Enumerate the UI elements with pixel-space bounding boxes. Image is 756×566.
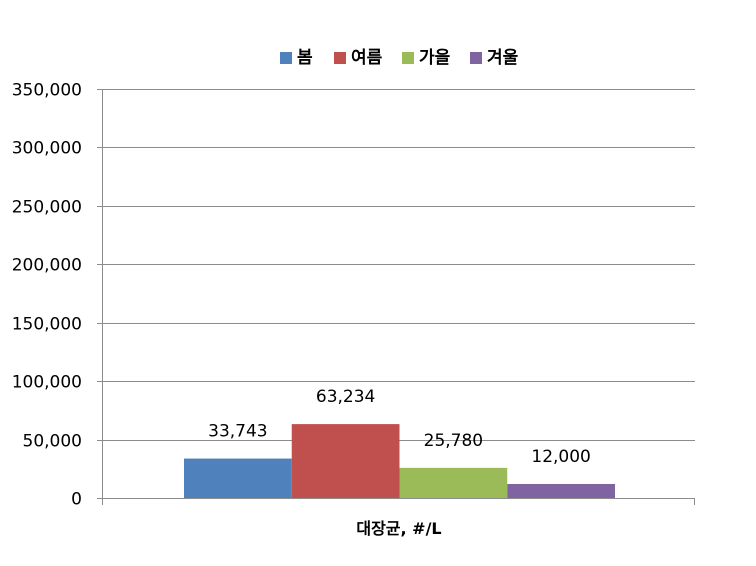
data-labels: 33,743 63,234 25,780 12,000	[208, 387, 591, 467]
legend-swatch	[334, 52, 346, 64]
y-tick-label: 300,000	[12, 139, 82, 159]
y-tick-label: 100,000	[12, 373, 82, 393]
data-label: 63,234	[316, 387, 375, 407]
legend-label: 여름	[351, 48, 383, 68]
y-tick-label: 50,000	[23, 432, 82, 452]
bar	[291, 424, 400, 498]
legend-swatch	[470, 52, 482, 64]
data-label: 12,000	[531, 447, 590, 467]
legend-label: 가을	[419, 48, 451, 68]
y-tick-labels: 0 50,000 100,000 150,000 200,000 250,000 300,0…	[12, 81, 82, 510]
legend: 봄 여름 가을 겨울	[280, 48, 519, 68]
legend-label: 봄	[297, 48, 313, 68]
bar	[507, 483, 615, 498]
y-tick-label: 200,000	[12, 256, 82, 276]
bar	[184, 458, 292, 498]
legend-label: 겨울	[487, 48, 519, 68]
data-label: 25,780	[424, 431, 483, 451]
gridlines	[102, 89, 695, 441]
axes	[97, 89, 695, 505]
y-tick-label: 150,000	[12, 315, 82, 335]
bar	[399, 467, 508, 498]
legend-swatch	[280, 52, 292, 64]
x-axis-title: 대장균, #/L	[356, 519, 441, 538]
y-tick-label: 350,000	[12, 81, 82, 101]
data-label: 33,743	[208, 422, 267, 442]
legend-swatch	[402, 52, 414, 64]
bars	[184, 424, 615, 498]
y-tick-label: 250,000	[12, 198, 82, 218]
y-tick-label: 0	[71, 490, 82, 510]
